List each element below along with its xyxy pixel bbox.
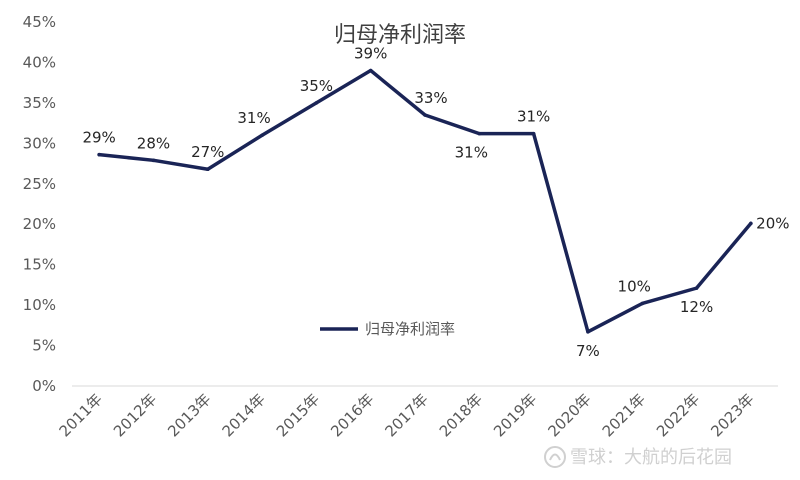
- data-point: [260, 133, 264, 138]
- data-label: 12%: [680, 298, 713, 316]
- data-point: [151, 158, 156, 163]
- y-tick-label: 35%: [23, 94, 56, 112]
- y-tick-label: 15%: [23, 256, 56, 274]
- data-point: [749, 221, 753, 226]
- watermark-text: 雪球：大航的后花园: [570, 447, 732, 468]
- data-label: 39%: [354, 45, 387, 63]
- y-tick-label: 5%: [32, 337, 56, 355]
- data-point: [205, 167, 210, 172]
- data-point: [694, 286, 699, 290]
- x-tick-label: 2012年: [110, 390, 160, 440]
- snowball-logo-icon: [544, 446, 566, 468]
- data-point: [368, 68, 373, 73]
- chart-title: 归母净利润率: [334, 23, 466, 48]
- x-tick-label: 2023年: [707, 390, 757, 440]
- y-axis-ticks: 0% 5% 10% 15% 20% 25% 30% 35% 40% 45%: [23, 13, 56, 395]
- x-tick-label: 2018年: [436, 390, 486, 440]
- y-tick-label: 10%: [23, 296, 56, 314]
- x-tick-label: 2016年: [327, 390, 377, 440]
- watermark: 雪球：大航的后花园: [544, 446, 732, 468]
- data-point: [97, 152, 101, 157]
- x-tick-label: 2017年: [381, 390, 431, 440]
- data-label: 7%: [576, 342, 600, 360]
- data-point: [531, 131, 536, 136]
- data-label: 31%: [237, 109, 270, 127]
- y-tick-label: 30%: [23, 134, 56, 152]
- data-point: [423, 113, 427, 117]
- legend: 归母净利润率: [320, 320, 455, 338]
- data-point: [586, 330, 590, 334]
- series-line: [97, 68, 753, 334]
- data-label: 10%: [618, 277, 651, 295]
- data-label: 31%: [455, 144, 488, 162]
- x-tick-label: 2011年: [56, 390, 106, 440]
- x-tick-label: 2019年: [490, 390, 540, 440]
- y-tick-label: 20%: [23, 215, 56, 233]
- data-point: [640, 301, 645, 306]
- x-tick-label: 2021年: [599, 390, 649, 440]
- legend-label: 归母净利润率: [365, 320, 455, 338]
- data-label: 33%: [414, 89, 447, 107]
- data-point: [314, 101, 319, 105]
- x-tick-label: 2015年: [273, 390, 323, 440]
- data-point: [477, 131, 482, 136]
- data-points: [97, 68, 753, 334]
- data-label: 35%: [300, 77, 333, 95]
- x-tick-label: 2013年: [164, 390, 214, 440]
- x-tick-label: 2020年: [544, 390, 594, 440]
- x-tick-label: 2014年: [219, 390, 269, 440]
- data-label: 27%: [191, 143, 224, 161]
- data-labels: 29% 28% 27% 31% 35% 39% 33% 31% 31% 7% 10% 12% 20%: [82, 45, 789, 360]
- data-label: 28%: [137, 134, 170, 152]
- x-axis-ticks: 2011年 2012年 2013年 2014年 2015年 2016年 2017年 2018年…: [56, 390, 758, 440]
- data-label: 20%: [756, 214, 789, 232]
- data-label: 29%: [82, 129, 115, 147]
- y-tick-label: 45%: [23, 13, 56, 31]
- data-label: 31%: [517, 108, 550, 126]
- y-tick-label: 0%: [32, 377, 56, 395]
- y-tick-label: 25%: [23, 175, 56, 193]
- x-tick-label: 2022年: [653, 390, 703, 440]
- y-tick-label: 40%: [23, 53, 56, 71]
